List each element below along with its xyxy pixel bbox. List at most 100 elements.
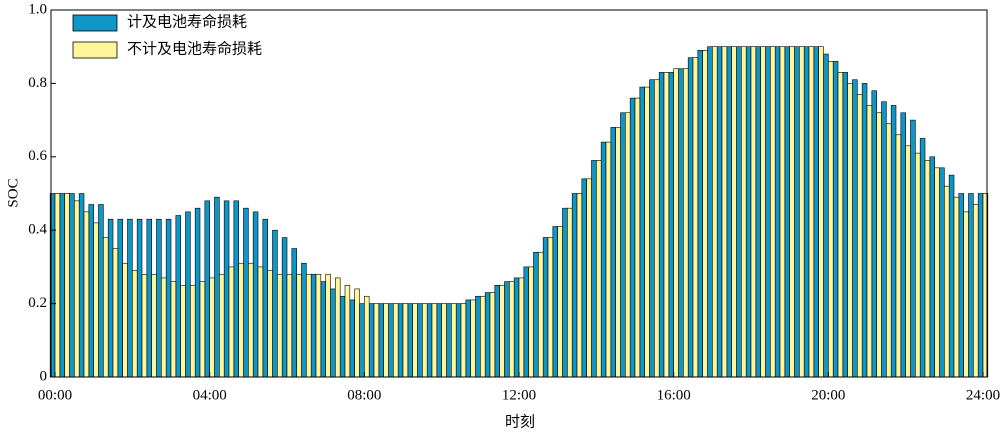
bar xyxy=(774,46,781,378)
bar xyxy=(243,207,249,378)
bar xyxy=(625,112,631,378)
bar xyxy=(784,46,790,378)
bar xyxy=(194,207,201,378)
bar xyxy=(354,288,360,378)
bar xyxy=(610,127,616,378)
bar xyxy=(252,211,259,378)
legend-swatch xyxy=(72,14,118,32)
bar xyxy=(223,200,230,378)
bar xyxy=(170,281,177,378)
bar xyxy=(779,46,786,378)
bar xyxy=(383,303,389,378)
bar xyxy=(794,46,800,378)
bar xyxy=(668,72,674,378)
bar xyxy=(789,46,795,378)
bar xyxy=(78,193,85,378)
bar xyxy=(117,218,123,378)
bar xyxy=(649,79,655,378)
bar xyxy=(475,295,481,378)
bar xyxy=(484,292,491,378)
bar xyxy=(895,134,902,378)
bar xyxy=(136,218,143,378)
bar xyxy=(765,46,771,378)
bar xyxy=(576,193,583,378)
bar xyxy=(557,226,563,378)
bar xyxy=(272,229,278,378)
bar xyxy=(402,303,409,378)
bar xyxy=(281,237,288,378)
bar xyxy=(325,273,331,378)
bar xyxy=(750,46,757,378)
bar xyxy=(499,284,505,378)
bar xyxy=(634,97,641,378)
bar xyxy=(523,266,529,378)
bar xyxy=(663,72,670,378)
legend-label: 计及电池寿命损耗 xyxy=(127,12,247,30)
bar xyxy=(799,46,805,378)
bar xyxy=(929,156,935,378)
bar xyxy=(378,303,384,378)
bar xyxy=(963,211,969,378)
bar xyxy=(83,211,90,378)
bar xyxy=(745,46,752,378)
bar xyxy=(204,200,210,378)
bar xyxy=(132,270,138,378)
bar xyxy=(547,237,554,378)
bar xyxy=(286,273,293,378)
bar xyxy=(339,295,346,378)
bar xyxy=(310,273,317,378)
bar xyxy=(726,46,732,378)
x-tick-label: 16:00 xyxy=(657,387,691,403)
bar xyxy=(741,46,747,378)
bar xyxy=(494,284,500,378)
bar xyxy=(165,218,172,378)
bar xyxy=(238,262,244,378)
bar xyxy=(267,270,273,378)
bar xyxy=(185,211,191,378)
bar xyxy=(861,83,868,378)
bar xyxy=(88,204,94,378)
bar xyxy=(330,288,336,378)
bar xyxy=(422,303,428,378)
y-tick-label: 0.2 xyxy=(28,295,47,311)
bar xyxy=(460,303,467,378)
bar xyxy=(586,178,592,378)
bar xyxy=(228,266,235,378)
bar xyxy=(934,167,940,378)
bar xyxy=(301,262,307,378)
legend-label: 不计及电池寿命损耗 xyxy=(127,39,262,57)
bar xyxy=(359,303,365,378)
bar xyxy=(426,303,433,378)
x-tick-label: 12:00 xyxy=(502,387,536,403)
bar xyxy=(528,266,534,378)
bar xyxy=(968,193,974,378)
y-tick-label: 0.8 xyxy=(28,75,47,91)
bar xyxy=(687,57,694,378)
x-tick-label: 08:00 xyxy=(347,387,381,403)
bar xyxy=(600,141,607,378)
bar xyxy=(103,237,109,378)
bar xyxy=(620,112,626,378)
bar xyxy=(591,160,597,378)
bar xyxy=(412,303,418,378)
bar xyxy=(455,303,462,378)
bar xyxy=(393,303,399,378)
bar xyxy=(736,46,742,378)
bar xyxy=(257,266,264,378)
bar xyxy=(615,127,621,378)
bar xyxy=(702,50,708,378)
bar xyxy=(151,273,157,378)
bar xyxy=(605,141,612,378)
bar xyxy=(64,193,70,378)
bar xyxy=(828,61,834,378)
bar xyxy=(306,273,312,378)
x-axis-label: 时刻 xyxy=(505,413,535,430)
bar xyxy=(910,119,916,378)
bar xyxy=(277,273,283,378)
bar xyxy=(721,46,728,378)
bar xyxy=(803,46,810,378)
bar xyxy=(697,50,703,378)
bar xyxy=(335,277,341,378)
bar xyxy=(533,251,539,378)
